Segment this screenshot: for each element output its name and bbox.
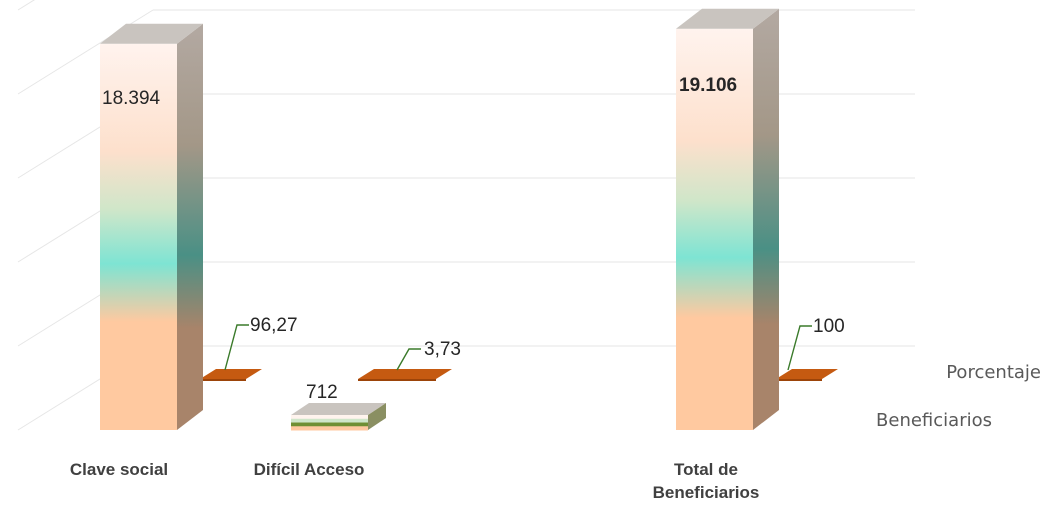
- category-label-clave-social: Clave social: [70, 460, 168, 479]
- porcentaje-bar-edge: [776, 379, 822, 381]
- beneficiarios-bar-clave-social-top: [100, 23, 203, 44]
- gridlines: [17, 0, 915, 431]
- beneficiarios-bar-dificil-acceso-stripe: [291, 422, 368, 427]
- category-label-total-de-beneficiarios: Total de Beneficiarios: [653, 460, 760, 502]
- porcentaje-bar-total-de-beneficiarios: [776, 369, 838, 379]
- category-label-dificil-acceso: Difícil Acceso: [254, 460, 365, 479]
- beneficiarios-bar-total-de-beneficiarios: [676, 28, 753, 431]
- category-axis-labels: Clave social Difícil Acceso Total de Benefi…: [70, 460, 760, 502]
- series-label-porcentaje: Porcentaje: [946, 362, 1041, 383]
- data-label-porcentaje: 100: [813, 316, 845, 337]
- gridline-side: [17, 0, 36, 11]
- data-label-beneficiarios: 18.394: [102, 88, 161, 109]
- porcentaje-series: [200, 369, 838, 381]
- beneficiarios-bar-dificil-acceso-stripe: [291, 415, 368, 420]
- beneficiarios-bar-clave-social-side: [177, 23, 203, 430]
- data-label-porcentaje: 3,73: [424, 339, 461, 360]
- beneficiarios-series: [100, 8, 779, 431]
- leader-line: [396, 348, 421, 371]
- porcentaje-bar-dificil-acceso: [358, 369, 452, 379]
- beneficiarios-bar-total-de-beneficiarios-top: [676, 8, 779, 29]
- beneficiarios-bar-dificil-acceso-stripe: [291, 418, 368, 424]
- series-axis-labels: Porcentaje Beneficiarios: [876, 362, 1041, 431]
- leader-line: [787, 325, 812, 371]
- beneficiarios-bar-dificil-acceso-stripe: [291, 426, 368, 431]
- porcentaje-bar-clave-social: [200, 369, 262, 379]
- beneficiarios-bar-dificil-acceso-top: [291, 403, 386, 416]
- porcentaje-bar-edge: [358, 379, 436, 381]
- data-labels: 18.394 712 19.106 96,27 3,73 100: [102, 75, 845, 403]
- data-label-porcentaje: 96,27: [250, 315, 298, 336]
- series-label-beneficiarios: Beneficiarios: [876, 410, 992, 431]
- beneficiarios-bar-total-de-beneficiarios-side: [753, 8, 779, 431]
- porcentaje-bar-edge: [200, 379, 246, 381]
- beneficiarios-bar-dificil-acceso-side: [368, 403, 386, 430]
- beneficiarios-bar-clave-social: [100, 43, 177, 430]
- data-label-beneficiarios: 19.106: [679, 75, 737, 96]
- data-label-beneficiarios: 712: [306, 382, 338, 403]
- leader-line: [224, 324, 249, 371]
